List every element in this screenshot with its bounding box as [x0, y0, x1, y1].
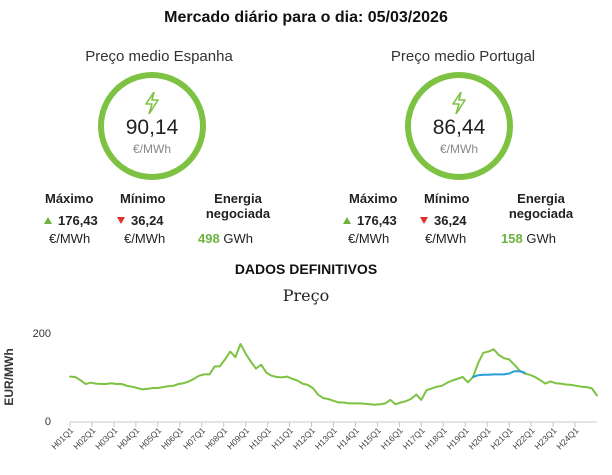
spain-min-unit: €/MWh — [124, 231, 166, 246]
x-tick-label: H12Q1 — [291, 425, 317, 451]
portugal-max-label: Máximo — [349, 191, 398, 206]
x-tick-label: H09Q1 — [225, 425, 251, 451]
spain-min-label: Mínimo — [120, 191, 166, 206]
spain-price-value: 90,14 — [125, 116, 179, 139]
spain-max-unit: €/MWh — [49, 231, 91, 246]
portugal-energy-label: Energia negociada — [508, 191, 574, 221]
section-title: DADOS DEFINITIVOS — [234, 261, 378, 277]
x-tick-label: H16Q1 — [379, 425, 405, 451]
x-tick-label: H17Q1 — [401, 425, 427, 451]
arrow-up-icon — [44, 217, 52, 224]
lightning-bolt-icon — [145, 92, 159, 114]
portugal-max-value: 176,43 — [343, 213, 397, 228]
spain-energy-value: 498 GWh — [198, 231, 253, 246]
portugal-min-value: 36,24 — [420, 213, 467, 228]
x-tick-label: H21Q1 — [488, 425, 514, 451]
chart-title: Preço — [282, 286, 330, 305]
x-tick-label: H13Q1 — [313, 425, 339, 451]
x-tick-label: H22Q1 — [510, 425, 536, 451]
spain-panel-title: Preço medio Espanha — [85, 48, 233, 65]
x-tick-label: H08Q1 — [203, 425, 229, 451]
portugal-panel-title: Preço medio Portugal — [390, 48, 536, 65]
spain-energy-label: Energia negociada — [205, 191, 271, 221]
arrow-down-icon — [420, 217, 428, 224]
portugal-price-unit: €/MWh — [439, 142, 478, 156]
spain-max-value: 176,43 — [44, 213, 98, 228]
y-axis-label: EUR/MWh — [2, 348, 16, 405]
y-tick-label: 200 — [33, 328, 51, 340]
arrow-up-icon — [343, 217, 351, 224]
x-tick-label: H01Q1 — [49, 425, 75, 451]
page-title: Mercado diário para o dia: 05/03/2026 — [164, 9, 448, 26]
spain-price-gauge: 90,14 €/MWh — [98, 72, 206, 180]
x-tick-label: H18Q1 — [423, 425, 449, 451]
spain-max-label: Máximo — [45, 191, 94, 206]
price-line-chart: EUR/MWh 0 200 H01Q1H02Q1H03Q1H04Q1H05Q1H06Q… — [2, 328, 598, 451]
portugal-min-label: Mínimo — [424, 191, 470, 206]
x-tick-label: H14Q1 — [335, 425, 361, 451]
lightning-bolt-icon — [452, 92, 466, 114]
series-line-1 — [69, 343, 598, 406]
portugal-max-unit: €/MWh — [348, 231, 390, 246]
arrow-down-icon — [117, 217, 125, 224]
portugal-energy-value: 158 GWh — [501, 231, 556, 246]
x-tick-label: H04Q1 — [115, 425, 141, 451]
x-tick-label: H15Q1 — [357, 425, 383, 451]
portugal-price-gauge: 86,44 €/MWh — [405, 72, 513, 180]
x-tick-label: H11Q1 — [269, 425, 295, 451]
y-tick-label: 0 — [45, 416, 51, 428]
x-tick-label: H07Q1 — [181, 425, 207, 451]
x-tick-label: H05Q1 — [137, 425, 163, 451]
portugal-price-value: 86,44 — [432, 116, 486, 139]
x-tick-label: H19Q1 — [445, 425, 471, 451]
x-tick-label: H06Q1 — [159, 425, 185, 451]
x-tick-label: H02Q1 — [71, 425, 97, 451]
spain-price-unit: €/MWh — [132, 142, 171, 156]
series-line-2 — [472, 370, 526, 378]
x-tick-label: H03Q1 — [93, 425, 119, 451]
x-tick-label: H20Q1 — [467, 425, 493, 451]
x-tick-label: H24Q1 — [554, 425, 580, 451]
spain-min-value: 36,24 — [117, 213, 164, 228]
portugal-min-unit: €/MWh — [425, 231, 467, 246]
x-tick-label: H23Q1 — [532, 425, 558, 451]
x-tick-label: H10Q1 — [247, 425, 273, 451]
